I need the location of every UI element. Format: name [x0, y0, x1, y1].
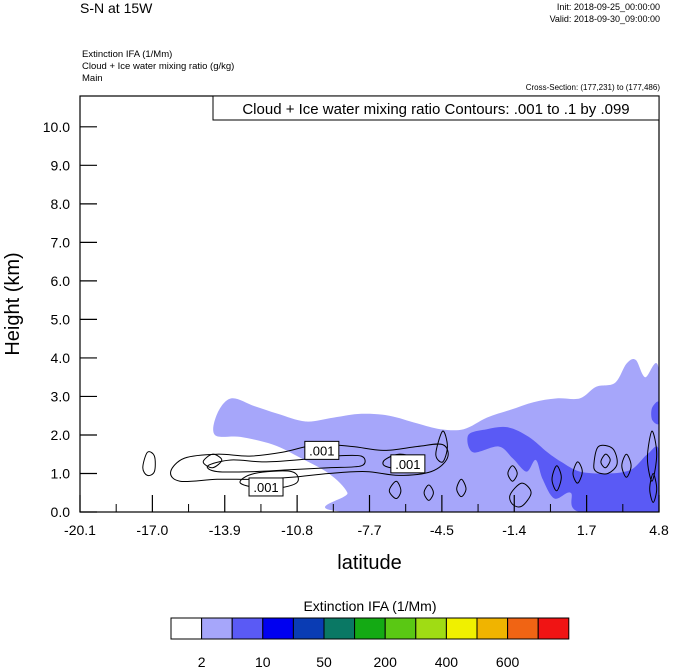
colorbar-title: Extinction IFA (1/Mm)	[303, 598, 436, 614]
colorbar-label-0: 2	[198, 654, 206, 668]
y-tick-label-9: 9.0	[51, 157, 71, 173]
x-tick-label-2: -13.9	[209, 522, 241, 538]
colorbar-swatch-3	[262, 617, 294, 640]
colorbar-swatch-1	[201, 617, 233, 640]
contour-label-0: .001	[309, 443, 334, 458]
cross-section-label: Cross-Section: (177,231) to (177,486)	[525, 83, 660, 92]
y-tick-label-1: 1.0	[51, 465, 71, 481]
contour-line-3	[202, 453, 223, 469]
colorbar-label-5: 600	[496, 654, 520, 668]
colorbar-swatch-10	[476, 617, 509, 640]
colorbar-swatch-6	[354, 617, 386, 640]
colorbar-swatch-9	[445, 617, 478, 640]
colorbar-swatch-7	[384, 617, 417, 640]
colorbar-swatch-8	[415, 617, 447, 640]
x-tick-label-1: -17.0	[136, 522, 168, 538]
colorbar-label-4: 400	[435, 654, 459, 668]
contour-label-box-1	[390, 454, 426, 474]
field-label-main: Main	[82, 73, 103, 84]
colorbar-label-3: 200	[374, 654, 398, 668]
x-tick-label-3: -10.8	[281, 522, 313, 538]
y-axis-label: Height (km)	[2, 252, 24, 355]
contour-line-14	[593, 444, 618, 475]
y-tick-label-2: 2.0	[51, 427, 71, 443]
contour-line-17	[646, 430, 658, 482]
contour-line-2	[206, 454, 366, 473]
contour-line-16	[621, 453, 632, 478]
colorbar-swatch-5	[323, 617, 356, 640]
x-tick-label-0: -20.1	[64, 522, 96, 538]
y-tick-label-5: 5.0	[51, 311, 71, 327]
colorbar-swatch-2	[231, 617, 264, 640]
y-tick-label-7: 7.0	[51, 234, 71, 250]
contour-line-12	[551, 465, 562, 492]
colorbar-swatch-0	[170, 617, 203, 640]
contour-label-box-0	[304, 440, 340, 460]
x-tick-label-7: 1.7	[577, 522, 597, 538]
contour-line-15	[600, 453, 611, 469]
contour-line-13	[572, 461, 583, 484]
contour-line-8	[423, 484, 434, 501]
colorbar-label-1: 10	[255, 654, 271, 668]
contour-line-18	[649, 472, 658, 503]
colorbar-swatch-11	[507, 617, 539, 640]
plot-title: S-N at 15W	[80, 0, 153, 16]
x-tick-label-8: 4.8	[649, 522, 669, 538]
contour-label-box-2	[248, 477, 284, 497]
contour-line-10	[507, 465, 518, 482]
y-tick-label-4: 4.0	[51, 350, 71, 366]
init-time: Init: 2018-09-25_00:00:00	[556, 2, 660, 12]
colorbar-swatch-12	[537, 617, 570, 640]
contour-line-0	[142, 451, 156, 477]
x-tick-label-4: -7.7	[357, 522, 381, 538]
colorbar-swatch-4	[292, 617, 325, 640]
y-tick-label-0: 0.0	[51, 504, 71, 520]
field-label-cloud-ice: Cloud + Ice water mixing ratio (g/kg)	[82, 61, 235, 72]
shaded-region-medium-1	[467, 426, 659, 512]
y-tick-label-6: 6.0	[51, 273, 71, 289]
colorbar-label-2: 50	[316, 654, 332, 668]
contour-info-box	[212, 95, 660, 121]
x-tick-label-6: -1.4	[502, 522, 526, 538]
contour-label-2: .001	[253, 480, 278, 495]
x-tick-label-5: -4.5	[430, 522, 454, 538]
contour-label-1: .001	[395, 457, 420, 472]
y-tick-label-10: 10.0	[43, 119, 70, 135]
contour-line-6	[388, 480, 402, 500]
shaded-region-medium-2	[651, 401, 659, 425]
y-tick-label-3: 3.0	[51, 388, 71, 404]
x-axis-label: latitude	[337, 552, 402, 574]
contour-line-11	[509, 482, 532, 508]
valid-time: Valid: 2018-09-30_09:00:00	[549, 14, 660, 24]
contour-line-7	[435, 430, 448, 463]
y-tick-label-8: 8.0	[51, 196, 71, 212]
contour-line-9	[456, 478, 467, 498]
plot-data-layer	[142, 358, 659, 512]
contour-info-title: Cloud + Ice water mixing ratio Contours:…	[242, 101, 629, 118]
field-label-extinction: Extinction IFA (1/Mm)	[82, 49, 173, 60]
